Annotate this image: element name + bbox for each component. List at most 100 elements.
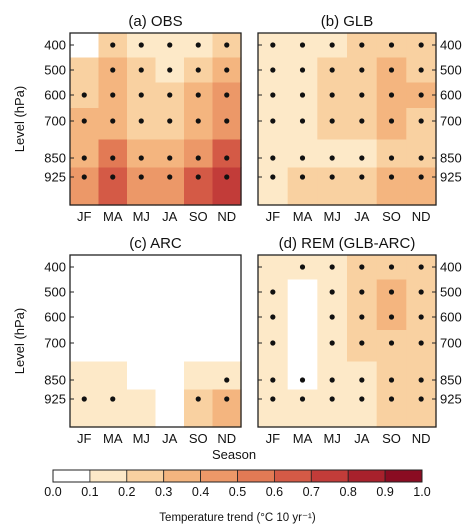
heat-cell [376,389,407,428]
panel-1: (a) OBS JF MA MJ JA SO ND 400 500 600 700 850 925 Lev… [12,13,242,224]
significance-dot [418,377,424,383]
significance-dot [388,314,395,320]
panel-title: (b) GLB [321,13,374,30]
heat-cell [212,330,242,363]
significance-dot [81,396,87,402]
significance-dot [270,377,276,383]
significance-dot [329,92,335,98]
colorbar-swatch [273,469,312,483]
significance-dot [138,174,144,180]
heat-cell [212,255,242,281]
significance-dot [224,396,230,402]
heat-cell [98,255,128,281]
significance-dot [359,377,365,383]
heat-cell [184,279,214,306]
heat-cell [184,167,214,206]
colorbar-tick-label: 0.0 [44,485,61,499]
heat-cell [70,279,100,306]
heat-cell [347,389,378,428]
heat-cell [98,108,128,141]
heat-cell [155,255,185,281]
x-tick-label: JA [162,431,178,446]
y-tick-label: 850 [440,373,462,388]
y-tick-label: 600 [440,88,462,103]
heat-cell [127,139,157,169]
significance-dot [270,396,276,402]
significance-dot [110,118,116,124]
significance-dot [418,340,424,346]
heat-cell [406,139,437,169]
significance-dot [359,289,365,295]
heat-cell [70,361,100,391]
heat-cell [212,304,242,331]
significance-dot [329,155,335,161]
significance-dot [224,42,230,48]
heat-cell [184,330,214,363]
x-tick-label: JA [354,431,370,446]
y-tick-label: 925 [44,170,66,185]
heat-cell [70,330,100,363]
significance-dot [195,174,201,180]
significance-dot [195,67,201,73]
significance-dot [270,118,276,124]
colorbar-tick-label: 0.5 [229,485,246,499]
heat-cell [70,304,100,331]
significance-dot [388,118,395,124]
significance-dot [270,340,276,346]
y-tick-label: 500 [440,285,462,300]
significance-dot [329,377,335,383]
significance-dot [329,340,335,346]
heat-cell [258,167,289,206]
colorbar-tick-label: 0.8 [340,485,357,499]
heat-cell [70,108,100,141]
significance-dot [418,118,424,124]
heat-cell [70,389,100,428]
heat-cell [155,139,185,169]
y-tick-label: 925 [440,392,462,407]
significance-dot [388,396,395,402]
significance-dot [138,118,144,124]
heat-cell [406,389,437,428]
significance-dot [329,174,335,180]
heat-cell [287,167,318,206]
significance-dot [418,314,424,320]
significance-dot [270,42,276,48]
heat-cell [98,279,128,306]
panel-3: (c) ARC JF MA MJ JA SO ND 400 500 600 700 850 925 Lev… [12,235,242,446]
significance-dot [299,118,306,124]
significance-dot [270,92,276,98]
heat-cell [212,389,242,428]
significance-dot [329,42,335,48]
y-tick-label: 600 [440,310,462,325]
significance-dot [329,67,335,73]
heat-cell [184,361,214,391]
heat-cell [184,108,214,141]
heat-cell [155,108,185,141]
y-tick-label: 600 [44,310,66,325]
heat-cell [155,304,185,331]
y-tick-label: 850 [44,151,66,166]
significance-dot [270,289,276,295]
heat-cell [287,330,318,363]
significance-dot [388,42,395,48]
significance-dot [299,174,306,180]
y-axis-label: Level (hPa) [12,308,27,374]
colorbar-swatch [310,469,349,483]
significance-dot [299,42,306,48]
significance-dot [299,92,306,98]
significance-dot [110,155,116,161]
significance-dot [195,396,201,402]
heat-cell [127,167,157,206]
panel-title: (d) REM (GLB-ARC) [279,235,416,252]
significance-dot [110,92,116,98]
colorbar: 0.0 0.1 0.2 0.3 0.4 0.5 0.6 0.7 0.8 0.9 1.0 Tempera… [44,469,431,524]
heat-cell [287,361,318,391]
x-tick-label: JF [266,209,281,224]
panel-frame [69,32,242,206]
significance-dot [299,396,306,402]
y-tick-label: 850 [44,373,66,388]
x-tick-label: JF [77,209,92,224]
heat-cell [317,389,348,428]
heat-cell [212,279,242,306]
heat-cell [287,108,318,141]
